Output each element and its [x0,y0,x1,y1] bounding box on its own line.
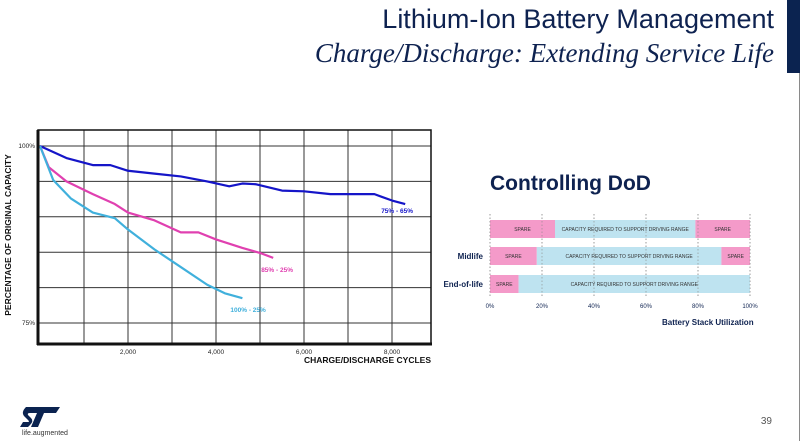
dod-segment-spare [721,247,750,265]
chart-frame [36,129,432,346]
series-label: 75% - 65% [381,208,413,215]
y-tick-label: 75% [22,320,35,327]
dod-segment-label: SPARE [496,282,513,288]
dod-bar-chart: SPARE CAPACITY REQUIRED TO SUPPORT DRIVIN… [486,214,758,310]
row-label-midlife: Midlife [457,252,483,261]
x-tick-label: 6,000 [296,349,313,356]
row-label-end-of-life: End-of-life [443,280,483,289]
dod-segment-label: SPARE [505,254,522,260]
series-label: 85% - 25% [261,267,293,274]
x-tick-label: 2,000 [120,349,137,356]
dod-x-tick-label: 80% [692,304,705,310]
dod-segment-label: SPARE [714,227,731,233]
header-accent-bar [787,0,800,73]
dod-segment-label: CAPACITY REQUIRED TO SUPPORT DRIVING RAN… [571,282,699,288]
dod-segment-spare [490,247,537,265]
x-tick-label: 4,000 [208,349,225,356]
dod-x-tick-label: 100% [742,304,758,310]
slide-subtitle: Charge/Discharge: Extending Service Life [314,38,774,68]
y-tick-label: 100% [18,143,35,150]
dod-x-tick-label: 40% [588,304,601,310]
dod-segment-label: CAPACITY REQUIRED TO SUPPORT DRIVING RAN… [562,227,690,233]
dod-segment-capacity [536,247,722,265]
chart-series: 75% - 65% 85% - 25% 100% - 25% [38,144,413,314]
dod-segment-spare [490,275,519,293]
dod-segment-capacity [555,220,696,238]
dod-segment-label: CAPACITY REQUIRED TO SUPPORT DRIVING RAN… [565,254,693,260]
y-axis-label: PERCENTAGE OF ORIGINAL CAPACITY [3,154,13,316]
dod-segment-label: SPARE [727,254,744,260]
series-line-75-65 [39,144,406,206]
dod-segment-spare [695,220,750,238]
series-line-100-25 [38,145,243,300]
chart-grid [38,130,431,344]
dod-x-axis-label: Battery Stack Utilization [662,318,754,327]
page-number: 39 [760,416,772,427]
x-tick-label: 8,000 [384,349,401,356]
chart-ticks: 2,000 4,000 6,000 8,000 100% 75% [18,143,400,356]
dod-segment-spare [490,220,555,238]
dod-x-tick-label: 20% [536,304,549,310]
logo-tagline: life.augmented [22,430,68,437]
slide-title: Lithium-Ion Battery Management [382,4,774,34]
dod-segment-capacity [518,275,750,293]
x-axis-label: CHARGE/DISCHARGE CYCLES [304,355,431,365]
dod-title: Controlling DoD [490,172,651,195]
series-line-85-25 [38,145,274,259]
st-logo [20,405,64,434]
dod-x-tick-label: 60% [640,304,653,310]
series-label: 100% - 25% [230,307,266,314]
dod-segment-label: SPARE [514,227,531,233]
dod-x-tick-label: 0% [486,304,495,310]
